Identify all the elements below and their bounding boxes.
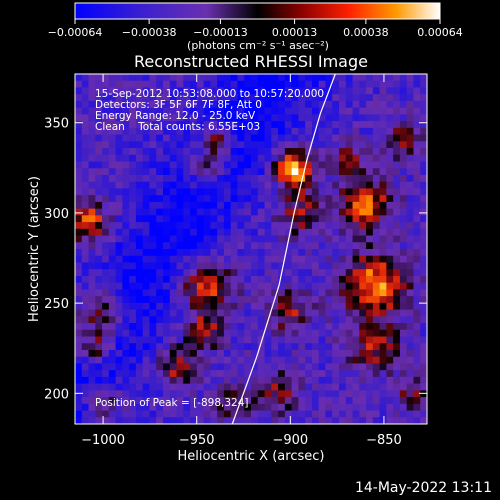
x-tick-label: −900	[272, 433, 308, 448]
y-axis-label: Heliocentric Y (arcsec)	[27, 176, 42, 322]
x-tick-label: −850	[366, 433, 402, 448]
y-tick-label: 200	[44, 387, 69, 402]
plot-frame	[74, 73, 428, 425]
x-tick-label: −1000	[81, 433, 125, 448]
y-tick-label: 300	[44, 207, 69, 222]
colorbar	[74, 2, 441, 20]
annotation-energy-range: Energy Range: 12.0 - 25.0 keV	[95, 110, 256, 122]
x-tick-label: −950	[179, 433, 215, 448]
colorbar-tick-label: 0.00064	[417, 26, 463, 39]
peak-position-label: Position of Peak = [-898,324]	[95, 397, 249, 409]
colorbar-tick-label: −0.00064	[48, 26, 103, 39]
y-tick-label: 350	[44, 117, 69, 132]
solar-limb-curve	[231, 74, 336, 424]
date-stamp: 14-May-2022 13:11	[354, 480, 492, 496]
chart-title: Reconstructed RHESSI Image	[134, 52, 368, 71]
axis-ticks: −1000 −950 −900 −850 200 250 300 350	[44, 74, 427, 448]
colorbar-tick-label: 0.00013	[272, 26, 318, 39]
colorbar-tick-label: −0.00013	[193, 26, 248, 39]
colorbar-tick-label: 0.00038	[343, 26, 389, 39]
y-tick-label: 250	[44, 297, 69, 312]
colorbar-unit-label: (photons cm⁻² s⁻¹ asec⁻²)	[187, 39, 329, 52]
annotation-total-counts: Clean Total counts: 6.55E+03	[95, 121, 260, 133]
annotation-time-range: 15-Sep-2012 10:53:08.000 to 10:57:20.000	[95, 88, 324, 100]
annotation-detectors: Detectors: 3F 5F 6F 7F 8F, Att 0	[95, 99, 262, 111]
colorbar-tick-label: −0.00038	[122, 26, 177, 39]
heatmap-image	[75, 74, 427, 424]
x-axis-label: Heliocentric X (arcsec)	[178, 449, 325, 464]
colorbar-ticks: −0.00064 −0.00038 −0.00013 0.00013 0.00038 0.…	[48, 19, 463, 39]
